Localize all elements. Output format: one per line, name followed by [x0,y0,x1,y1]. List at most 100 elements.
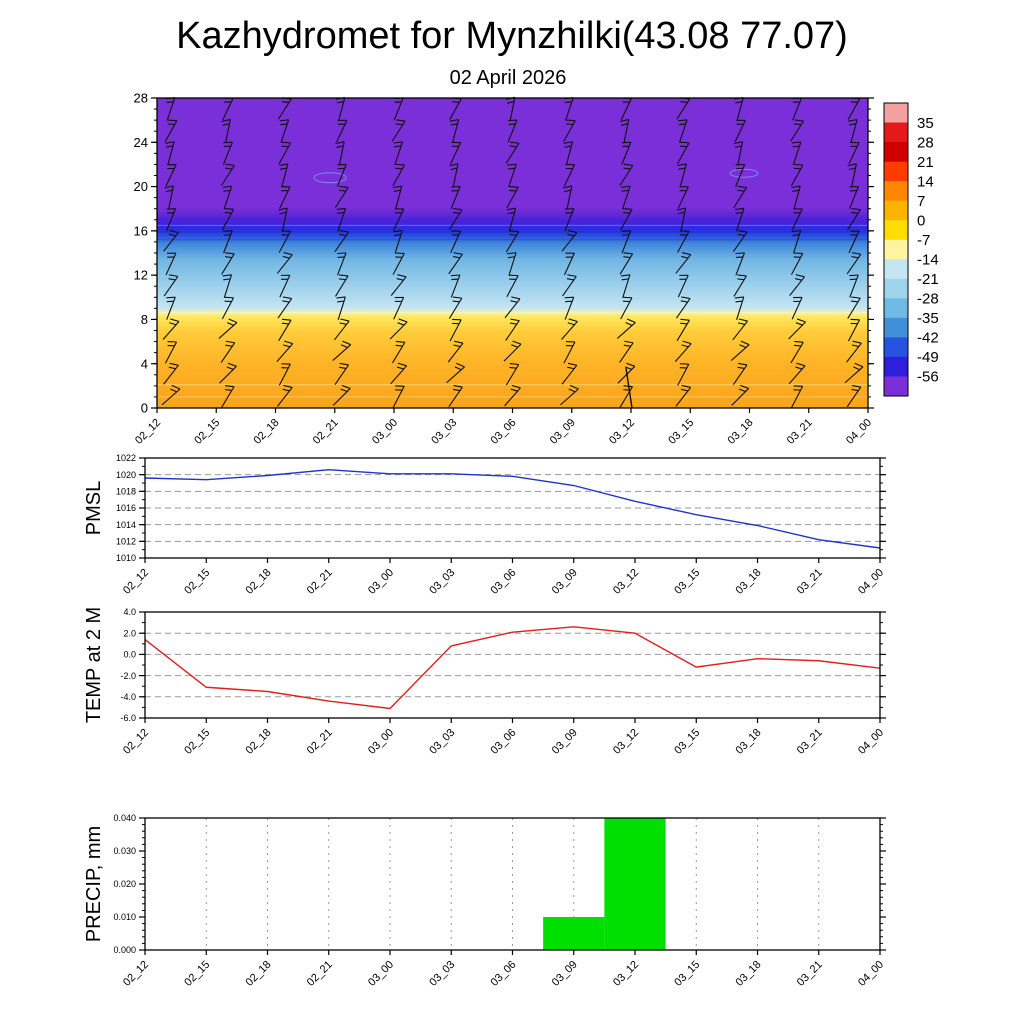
xsec-ytick-label: 28 [134,91,148,106]
contour-loop [729,168,759,178]
colorbar-cell [884,239,908,260]
temp-axis-title: TEMP at 2 M [83,607,105,723]
pmsl-time-tick-label: 03_06 [489,567,519,597]
pmsl-ytick-label: 1016 [116,503,136,513]
colorbar-tick-label: 21 [917,154,934,171]
precip-time-tick-label: 02_15 [182,959,212,989]
colorbar-cell [884,122,908,143]
pmsl-time-tick-label: 03_18 [734,567,764,597]
temp-ytick-label: -6.0 [120,713,136,723]
xsec-time-tick-label: 02_18 [252,417,282,447]
colorbar-tick-label: 7 [917,193,925,210]
colorbar-tick-label: -49 [917,349,939,366]
pmsl-ytick-label: 1010 [116,553,136,563]
colorbar-cell [884,142,908,163]
precip-time-tick-label: 02_12 [121,959,151,989]
colorbar-cell [884,200,908,221]
xsec-ytick-label: 24 [134,135,148,150]
colorbar-cell [884,103,908,124]
xsec-time-tick-label: 03_18 [726,417,756,447]
xsec-ytick-label: 16 [134,223,148,238]
pmsl-ytick-label: 1018 [116,486,136,496]
xsec-ytick-label: 0 [141,401,148,416]
temp-ytick-label: 2.0 [123,628,136,638]
temperature-colorbar: 35 28 21 14 7 0 -7 -14 -21 -28 -35 -42 -49 -56 [883,102,939,397]
precip-time-tick-label: 03_03 [427,959,457,989]
precip-time-tick-label: 03_12 [611,959,641,989]
colorbar-tick-label: 35 [917,115,934,132]
colorbar-cell [884,278,908,299]
xsec-ytick-label: 4 [141,356,148,371]
pmsl-time-tick-label: 02_21 [305,567,335,597]
colorbar-tick-label: -28 [917,291,939,308]
pmsl-time-tick-label: 03_00 [366,567,396,597]
colorbar-cell [884,298,908,319]
page-title: Kazhydromet for Mynzhilki(43.08 77.07) [176,15,848,57]
precip-time-tick-label: 03_06 [489,959,519,989]
temp-time-tick-label: 03_18 [734,727,764,757]
pmsl-panel: 1010 1012 1014 1016 1018 1020 1022 02_12 02_15 02… [116,453,886,597]
xsec-time-tick-label: 03_15 [666,417,696,447]
colorbar-tick-label: -56 [917,369,939,386]
xsec-ytick-label: 8 [141,312,148,327]
colorbar-tick-label: -21 [917,271,939,288]
precip-time-tick-label: 02_18 [244,959,274,989]
colorbar-cell [884,161,908,182]
colorbar-tick-label: -7 [917,232,930,249]
precip-ytick-label: 0.010 [113,912,136,922]
temp-line [144,626,881,710]
pmsl-time-tick-label: 02_15 [182,567,212,597]
temp-ytick-label: -4.0 [120,692,136,702]
colorbar-cell [884,181,908,202]
precip-time-tick-label: 03_09 [550,959,580,989]
temp-ytick-label: 0.0 [123,650,136,660]
xsec-time-tick-label: 02_15 [192,417,222,447]
precip-time-tick-label: 04_00 [856,959,886,989]
colorbar-tick-label: 28 [917,134,934,151]
temp-ytick-label: 4.0 [123,607,136,617]
precip-time-tick-label: 03_21 [795,959,825,989]
colorbar-tick-label: 14 [917,173,934,190]
pmsl-time-tick-label: 02_12 [121,567,151,597]
xsec-time-tick-label: 04_00 [844,417,874,447]
temp-panel: -6.0 -4.0 -2.0 0.0 2.0 4.0 02_12 02_15 02_18 02_2… [120,607,886,757]
date-subtitle: 02 April 2026 [450,67,567,89]
pmsl-time-tick-label: 03_15 [672,567,702,597]
contour-loop [313,172,347,184]
temp-ytick-label: -2.0 [120,671,136,681]
colorbar-cell [884,317,908,338]
temp-time-tick-label: 04_00 [856,727,886,757]
colorbar-tick-label: -35 [917,310,939,327]
xsec-time-tick-label: 03_21 [785,417,815,447]
colorbar-tick-label: 0 [917,212,925,229]
xsec-time-tick-label: 02_21 [311,417,341,447]
pmsl-ytick-label: 1022 [116,453,136,463]
temp-time-tick-label: 03_00 [366,727,396,757]
temp-time-tick-label: 02_21 [305,727,335,757]
precip-axis-title: PRECIP, mm [83,826,105,942]
colorbar-tick-label: -42 [917,330,939,347]
precip-ytick-label: 0.030 [113,846,136,856]
xsec-time-tick-label: 03_03 [429,417,459,447]
temp-time-tick-label: 02_15 [182,727,212,757]
pmsl-time-tick-label: 02_18 [244,567,274,597]
temp-time-tick-label: 02_12 [121,727,151,757]
pmsl-ytick-label: 1014 [116,520,136,530]
pmsl-time-tick-label: 03_03 [427,567,457,597]
pmsl-time-tick-label: 03_09 [550,567,580,597]
pmsl-ytick-label: 1020 [116,470,136,480]
precip-time-tick-label: 03_15 [672,959,702,989]
colorbar-cell [884,220,908,241]
xsec-time-tick-label: 03_06 [489,417,519,447]
precip-time-tick-label: 03_00 [366,959,396,989]
temp-time-tick-label: 03_03 [427,727,457,757]
xsec-ytick-label: 20 [134,179,148,194]
temp-time-tick-label: 03_12 [611,727,641,757]
xsec-time-tick-label: 03_00 [370,417,400,447]
colorbar-cell [884,259,908,280]
xsec-time-tick-label: 03_12 [607,417,637,447]
precip-bar [604,818,666,950]
temp-time-tick-label: 02_18 [244,727,274,757]
